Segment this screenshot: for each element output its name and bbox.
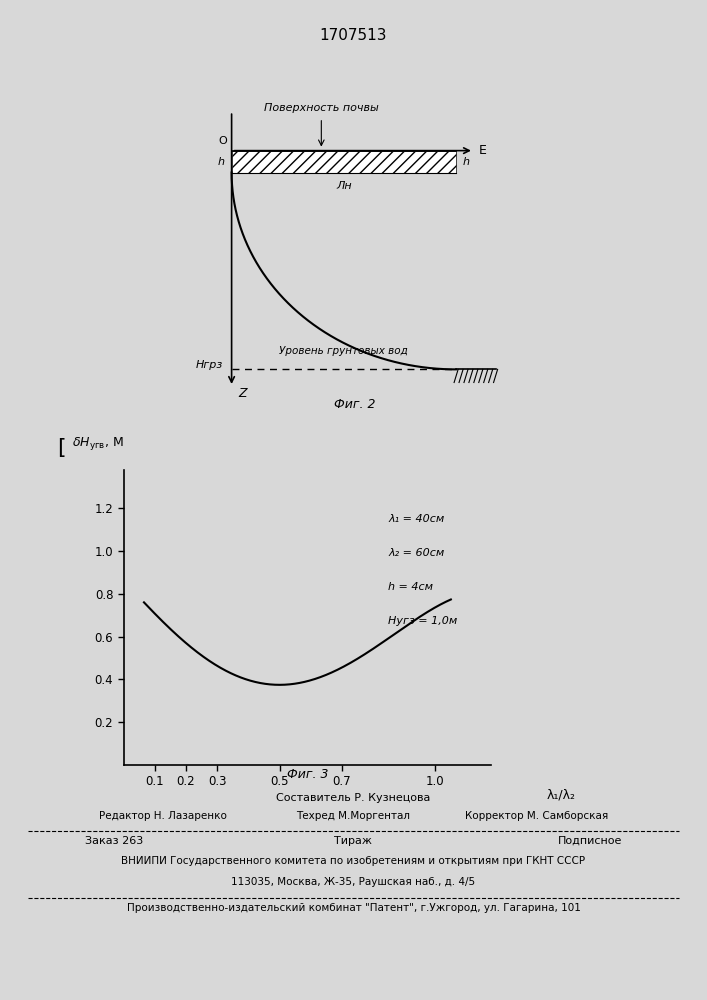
Text: λ₁ = 40см: λ₁ = 40см [388, 514, 445, 524]
Text: λ₂ = 60см: λ₂ = 60см [388, 548, 445, 558]
Text: h: h [218, 157, 225, 167]
Text: h = 4см: h = 4см [388, 582, 433, 592]
Text: Подписное: Подписное [558, 836, 622, 846]
Text: λ₁/λ₂: λ₁/λ₂ [547, 789, 575, 802]
Text: Заказ 263: Заказ 263 [85, 836, 143, 846]
Text: Поверхность почвы: Поверхность почвы [264, 103, 379, 113]
Text: O: O [218, 136, 227, 146]
Text: Уровень грунтовых вод: Уровень грунтовых вод [279, 346, 408, 356]
Text: Лн: Лн [336, 181, 351, 191]
Text: Производственно-издательский комбинат "Патент", г.Ужгород, ул. Гагарина, 101: Производственно-издательский комбинат "П… [127, 903, 580, 913]
Text: Тираж: Тираж [334, 836, 373, 846]
Text: Техред М.Моргентал: Техред М.Моргентал [296, 811, 411, 821]
Text: [: [ [57, 438, 66, 458]
Text: E: E [479, 144, 486, 157]
Text: $\delta H_{\rm угв}$, М: $\delta H_{\rm угв}$, М [72, 435, 124, 452]
Text: 1707513: 1707513 [320, 28, 387, 43]
Text: 113035, Москва, Ж-35, Раушская наб., д. 4/5: 113035, Москва, Ж-35, Раушская наб., д. … [231, 877, 476, 887]
Bar [232, 151, 456, 173]
Text: Z: Z [238, 387, 247, 400]
Text: Нгрз: Нгрз [195, 360, 223, 370]
Text: Фиг. 3: Фиг. 3 [287, 768, 328, 781]
Text: Корректор М. Самборская: Корректор М. Самборская [464, 811, 608, 821]
Text: Нугз = 1,0м: Нугз = 1,0м [388, 616, 457, 626]
Text: ВНИИПИ Государственного комитета по изобретениям и открытиям при ГКНТ СССР: ВНИИПИ Государственного комитета по изоб… [122, 856, 585, 866]
Text: Фиг. 2: Фиг. 2 [334, 398, 375, 411]
Text: Составитель Р. Кузнецова: Составитель Р. Кузнецова [276, 793, 431, 803]
Text: Редактор Н. Лазаренко: Редактор Н. Лазаренко [99, 811, 227, 821]
Text: h: h [462, 157, 469, 167]
